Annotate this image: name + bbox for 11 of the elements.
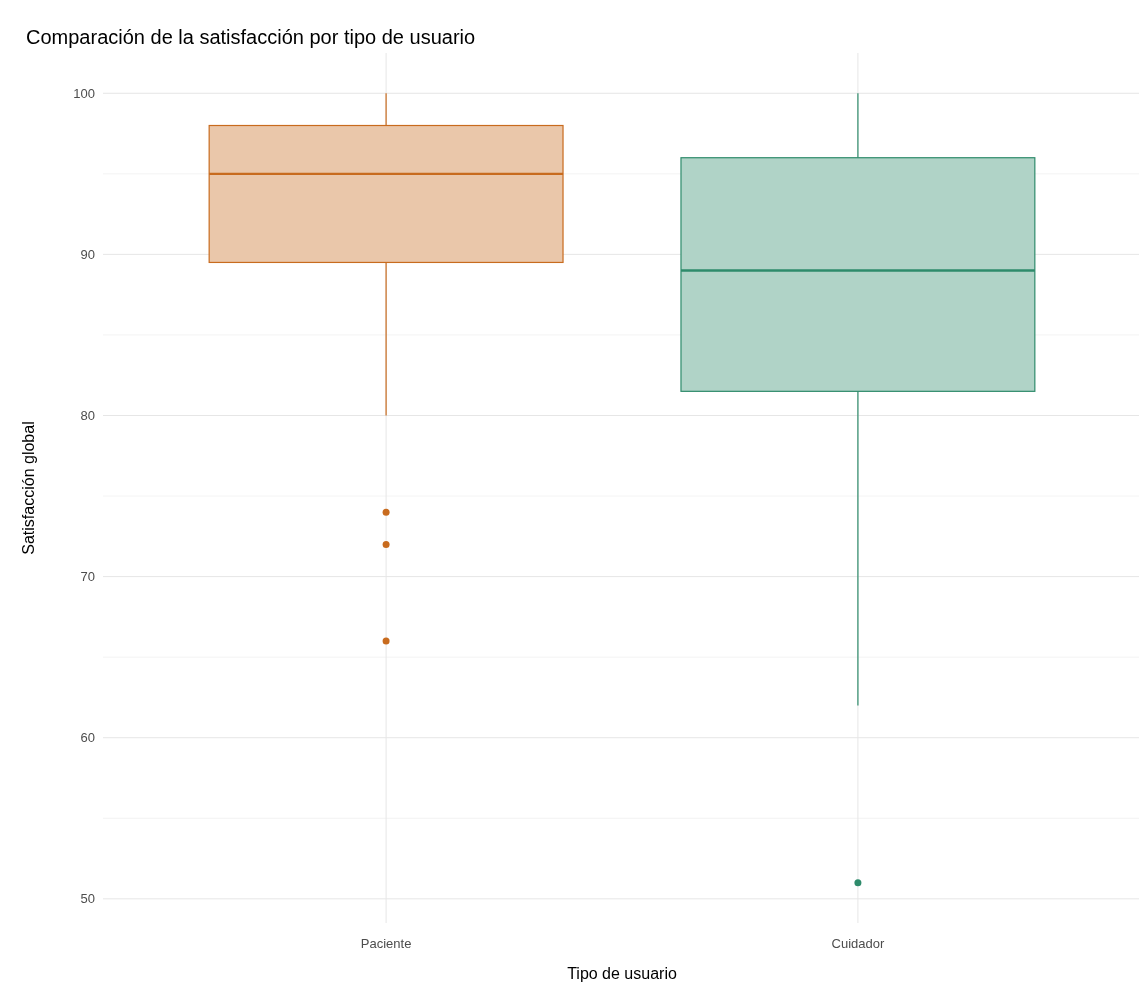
y-tick-label: 100 xyxy=(73,85,95,101)
chart-title: Comparación de la satisfacción por tipo de usuario xyxy=(26,26,476,48)
y-tick-label: 60 xyxy=(80,730,95,746)
x-tick-label: Cuidador xyxy=(831,936,885,951)
x-axis-title: Tipo de usuario xyxy=(567,965,677,982)
y-tick-label: 90 xyxy=(80,246,95,262)
x-tick-label: Paciente xyxy=(360,936,412,951)
y-tick-label: 80 xyxy=(80,408,95,424)
y-axis-title: Satisfacción global xyxy=(20,421,37,555)
y-tick-label: 50 xyxy=(80,891,95,907)
y-tick-label: 70 xyxy=(80,569,95,585)
